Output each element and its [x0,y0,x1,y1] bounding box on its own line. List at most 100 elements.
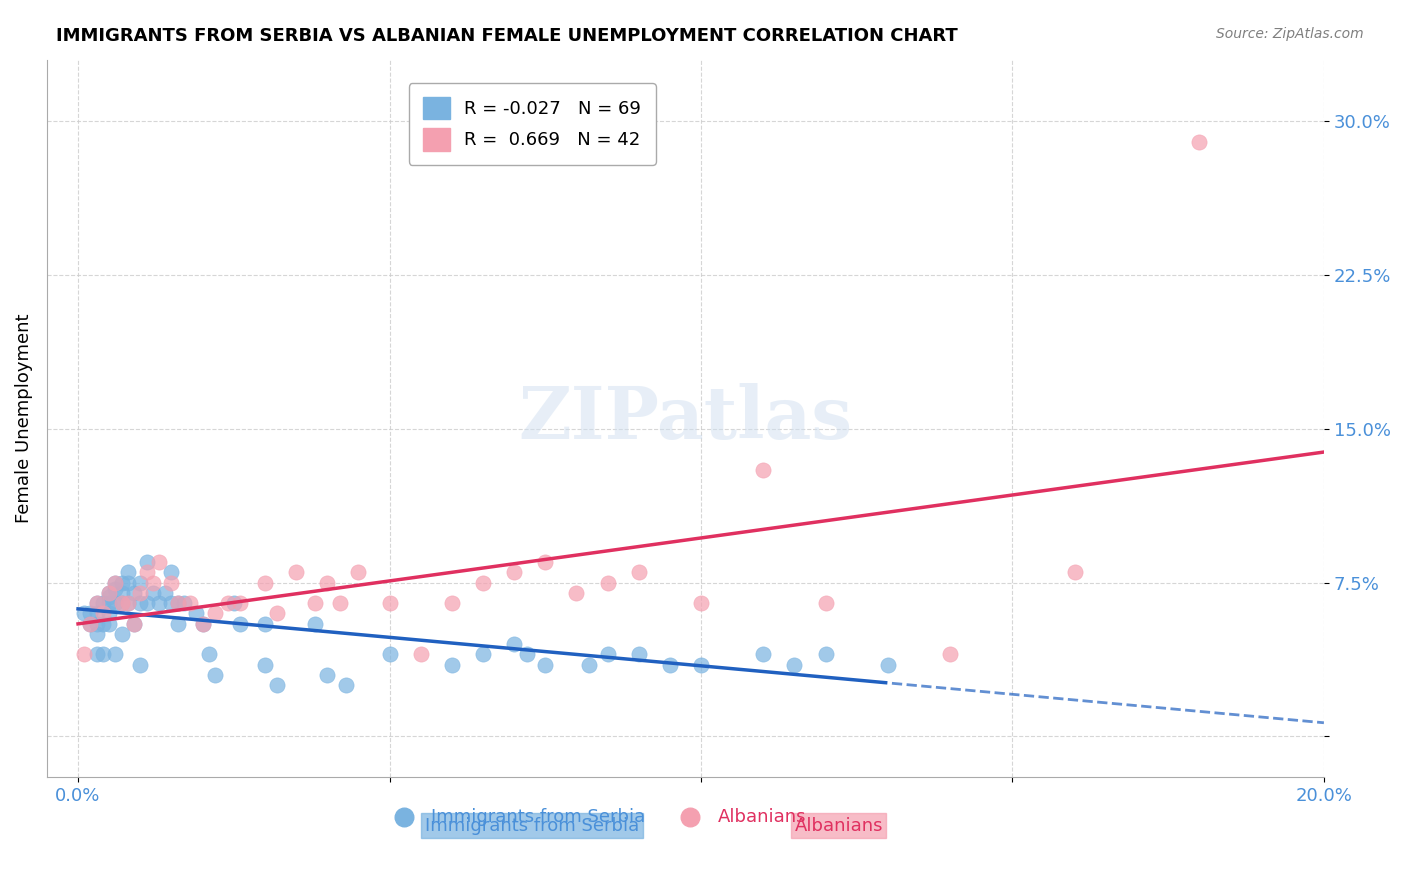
Point [135,596,157,610]
Point [690,657,713,672]
Point [658,657,681,672]
Point [155,586,177,600]
Point [104,575,127,590]
Point [266,607,288,621]
Point [222,596,245,610]
Point [253,575,276,590]
Point [73,648,96,662]
Point [142,575,165,590]
Point [876,657,898,672]
Point [440,596,463,610]
Point [129,575,152,590]
Point [129,657,152,672]
Point [198,648,221,662]
Point [783,657,806,672]
Point [98,586,121,600]
Point [627,566,650,580]
Point [204,607,226,621]
Point [122,616,145,631]
Point [122,586,145,600]
Point [814,596,837,610]
Point [179,596,201,610]
Legend: R = -0.027   N = 69, R =  0.669   N = 42: R = -0.027 N = 69, R = 0.669 N = 42 [409,83,655,165]
Point [117,566,139,580]
Point [503,637,526,651]
Point [86,607,108,621]
Point [111,586,134,600]
Point [335,678,357,692]
Point [166,596,188,610]
Point [98,607,121,621]
Point [253,657,276,672]
Point [752,648,775,662]
Point [86,648,108,662]
Point [814,648,837,662]
Point [266,678,288,692]
Point [316,668,339,682]
Point [79,616,101,631]
Point [378,596,401,610]
Point [160,596,183,610]
Text: ZIPatlas: ZIPatlas [519,383,852,454]
Point [129,596,152,610]
Point [91,607,114,621]
Point [117,596,139,610]
Point [253,616,276,631]
Point [939,648,962,662]
Text: IMMIGRANTS FROM SERBIA VS ALBANIAN FEMALE UNEMPLOYMENT CORRELATION CHART: IMMIGRANTS FROM SERBIA VS ALBANIAN FEMAL… [56,27,957,45]
Y-axis label: Female Unemployment: Female Unemployment [15,314,32,524]
Point [98,590,121,604]
Point [191,616,214,631]
Point [86,596,108,610]
Point [117,575,139,590]
Point [86,627,108,641]
Point [148,555,170,569]
Point [104,582,127,596]
Point [111,596,134,610]
Point [534,657,557,672]
Point [160,575,183,590]
Point [166,596,188,610]
Point [79,616,101,631]
Point [135,566,157,580]
Point [627,648,650,662]
Point [166,616,188,631]
Point [86,596,108,610]
Point [596,575,619,590]
Point [129,586,152,600]
Point [173,596,195,610]
Point [229,616,252,631]
Text: Albanians: Albanians [794,817,883,835]
Point [73,607,96,621]
Point [1188,135,1211,149]
Text: Source: ZipAtlas.com: Source: ZipAtlas.com [1216,27,1364,41]
Point [217,596,239,610]
Point [191,616,214,631]
Point [104,596,127,610]
Point [440,657,463,672]
Point [690,596,713,610]
Point [186,607,208,621]
Point [117,596,139,610]
Point [516,648,538,662]
Point [471,648,494,662]
Point [304,596,326,610]
Point [565,586,588,600]
Point [79,607,101,621]
Point [91,616,114,631]
Point [285,566,308,580]
Point [578,657,600,672]
Point [596,648,619,662]
Point [98,586,121,600]
Text: Immigrants from Serbia: Immigrants from Serbia [425,817,640,835]
Point [98,596,121,610]
Point [98,616,121,631]
Point [316,575,339,590]
Point [135,555,157,569]
Point [111,596,134,610]
Point [534,555,557,569]
Point [91,648,114,662]
Point [111,575,134,590]
Point [503,566,526,580]
Point [142,586,165,600]
